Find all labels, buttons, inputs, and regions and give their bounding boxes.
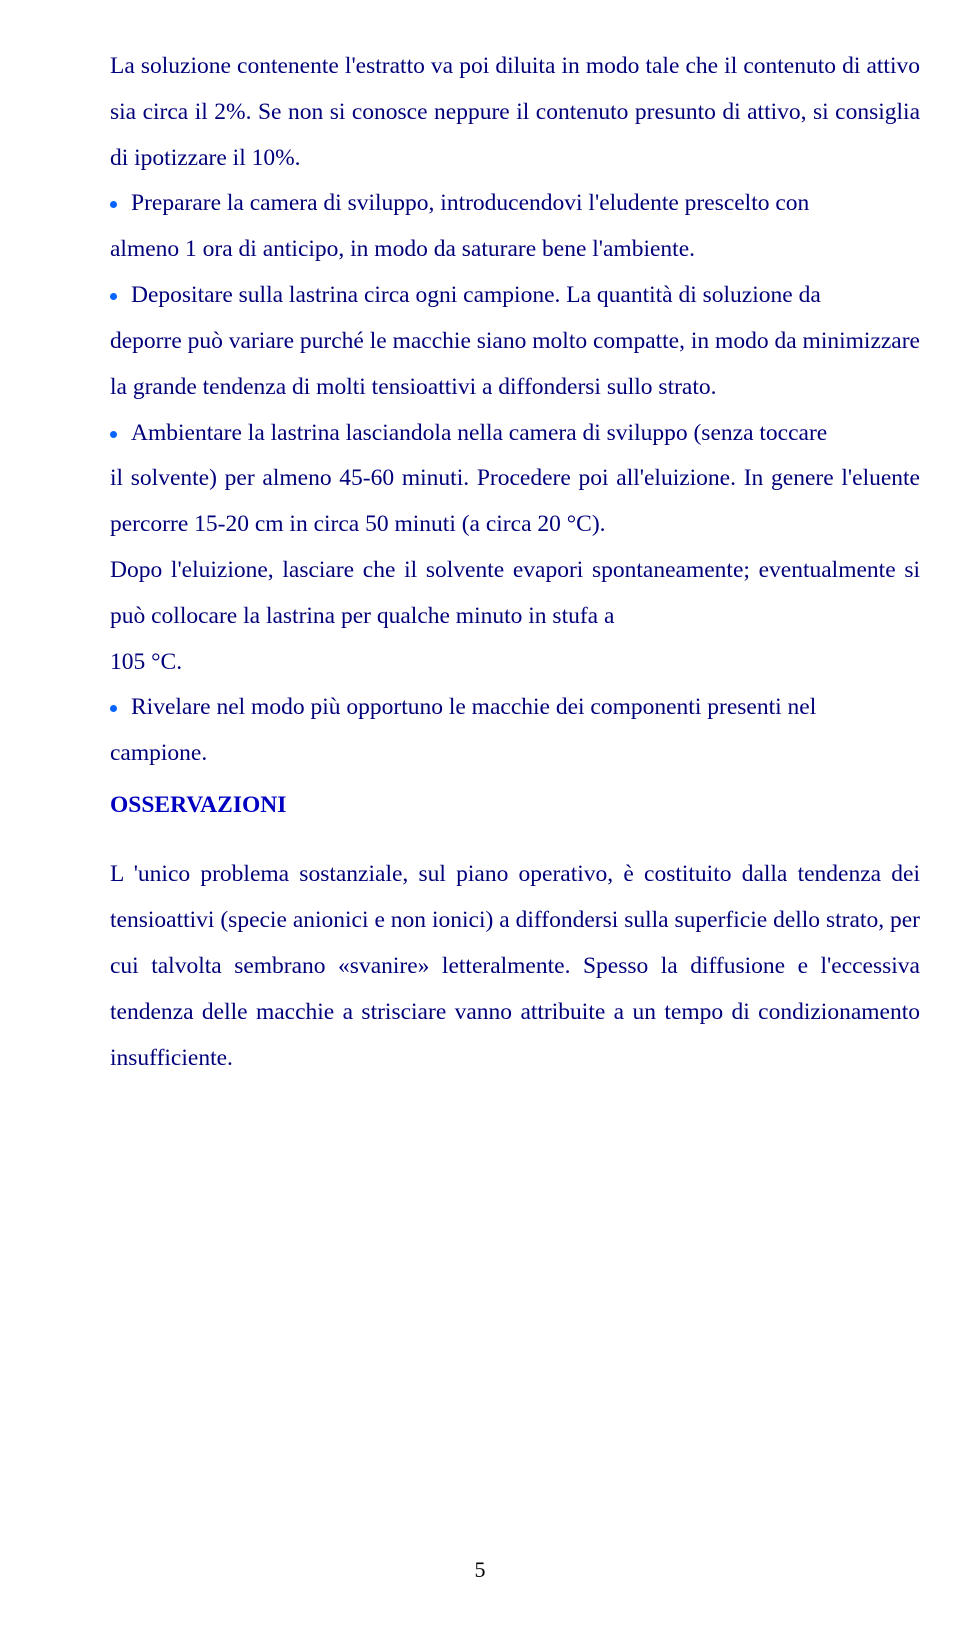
bullet-1-rest: almeno 1 ora di anticipo, in modo da sat… (110, 227, 920, 273)
bullet-3-firstline: Ambientare la lastrina lasciandola nella… (131, 411, 920, 457)
bullet-2-rest: deporre può variare purché le macchie si… (110, 319, 920, 411)
page-number: 5 (475, 1549, 486, 1592)
document-page: La soluzione contenente l'estratto va po… (0, 0, 960, 1632)
bullet-icon (110, 201, 117, 208)
bullet-icon (110, 431, 117, 438)
bullet-item-2: Depositare sulla lastrina circa ogni cam… (110, 273, 920, 319)
intro-paragraph: La soluzione contenente l'estratto va po… (110, 44, 920, 181)
bullet-icon (110, 705, 117, 712)
after-bullet-3a: Dopo l'eluizione, lasciare che il solven… (110, 548, 920, 640)
bullet-icon (110, 293, 117, 300)
bullet-4-firstline: Rivelare nel modo più opportuno le macch… (131, 685, 920, 731)
bullet-3-rest: il solvente) per almeno 45-60 minuti. Pr… (110, 456, 920, 548)
bullet-item-4: Rivelare nel modo più opportuno le macch… (110, 685, 920, 731)
observations-heading: OSSERVAZIONI (110, 783, 920, 829)
bullet-2-firstline: Depositare sulla lastrina circa ogni cam… (131, 273, 920, 319)
after-bullet-3b: 105 °C. (110, 640, 920, 686)
bullet-item-1: Preparare la camera di sviluppo, introdu… (110, 181, 920, 227)
bullet-4-rest: campione. (110, 731, 920, 777)
bullet-1-firstline: Preparare la camera di sviluppo, introdu… (131, 181, 920, 227)
bullet-item-3: Ambientare la lastrina lasciandola nella… (110, 411, 920, 457)
observations-body: L 'unico problema sostanziale, sul piano… (110, 852, 920, 1081)
